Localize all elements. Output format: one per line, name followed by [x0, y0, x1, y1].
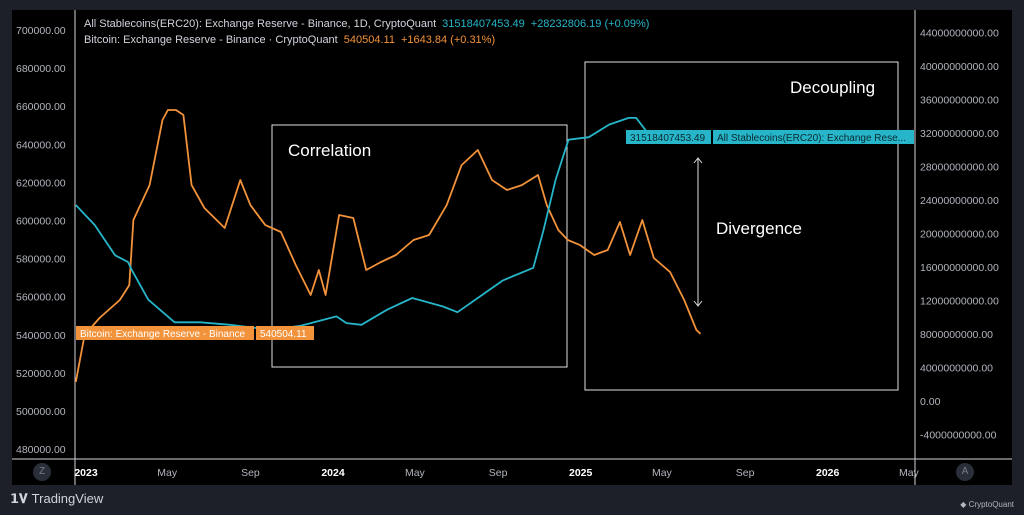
left-axis-tick: 560000.00 [16, 292, 66, 304]
time-axis-tick: May [899, 467, 920, 479]
time-axis-tick: May [405, 467, 426, 479]
chart-area[interactable] [12, 10, 1012, 485]
left-axis-tick: 680000.00 [16, 63, 66, 75]
left-axis-tick: 700000.00 [16, 25, 66, 37]
legend-bitcoin-change: +1643.84 (+0.31%) [400, 34, 496, 46]
time-axis-tick: Sep [241, 467, 260, 479]
left-axis-tick: 640000.00 [16, 139, 66, 151]
right-axis-tick: 24000000000.00 [920, 195, 999, 207]
right-axis-tick: 36000000000.00 [920, 95, 999, 107]
divergence-label: Divergence [716, 219, 802, 238]
right-axis-tick: 44000000000.00 [920, 28, 999, 40]
right-axis-tick: 4000000000.00 [920, 363, 993, 375]
stable-tag-label: All Stablecoins(ERC20): Exchange Rese... [717, 133, 906, 144]
legend-stablecoin-value: 31518407453.49 [442, 18, 525, 30]
cryptoquant-text: CryptoQuant [968, 500, 1014, 509]
left-axis-tick: 660000.00 [16, 101, 66, 113]
decoupling-label: Decoupling [790, 78, 875, 97]
time-axis-tick: 2025 [569, 467, 593, 479]
right-axis-tick: 16000000000.00 [920, 262, 999, 274]
stablecoin-reserve-line[interactable] [75, 117, 706, 331]
legend-bitcoin-value: 540504.11 [343, 34, 395, 46]
left-axis-tick: 620000.00 [16, 177, 66, 189]
btc-tag-value: 540504.11 [260, 329, 307, 340]
time-axis-tick: 2023 [74, 467, 98, 479]
tradingview-logo[interactable]: 𝟭𝐕 TradingView [10, 491, 103, 507]
time-axis-tick: 2024 [321, 467, 345, 479]
time-axis-tick: May [652, 467, 673, 479]
left-axis[interactable]: 700000.00 680000.00 660000.00 640000.00 6200… [16, 25, 66, 456]
left-axis-tick: 500000.00 [16, 406, 66, 418]
chart-legend: All Stablecoins(ERC20): Exchange Reserve… [84, 16, 655, 48]
time-axis-tick: May [157, 467, 178, 479]
right-axis-tick: 0.00 [920, 396, 941, 408]
legend-bitcoin-title: Bitcoin: Exchange Reserve - Binance · Cr… [84, 34, 338, 46]
right-axis-tick: 8000000000.00 [920, 329, 993, 341]
legend-stablecoin-title: All Stablecoins(ERC20): Exchange Reserve… [84, 18, 437, 30]
cryptoquant-icon: ◆ [960, 500, 969, 509]
zoom-reset-button[interactable]: Z [33, 463, 51, 481]
right-axis-tick: -4000000000.00 [920, 430, 997, 442]
left-axis-tick: 540000.00 [16, 330, 66, 342]
left-axis-tick: 580000.00 [16, 254, 66, 266]
tradingview-text: TradingView [31, 491, 104, 506]
time-axis-tick: Sep [489, 467, 508, 479]
stable-price-tag: 31518407453.49 All Stablecoins(ERC20): E… [626, 130, 914, 144]
legend-stablecoin-change: +28232806.19 (+0.09%) [530, 18, 650, 30]
right-axis[interactable]: 44000000000.00 40000000000.00 36000000000.… [920, 28, 999, 442]
correlation-label: Correlation [288, 141, 371, 160]
right-axis-tick: 28000000000.00 [920, 162, 999, 174]
legend-stablecoin[interactable]: All Stablecoins(ERC20): Exchange Reserve… [84, 16, 655, 32]
legend-bitcoin[interactable]: Bitcoin: Exchange Reserve - Binance · Cr… [84, 32, 655, 48]
decoupling-box[interactable] [584, 61, 899, 391]
time-axis-tick: 2026 [816, 467, 840, 479]
left-axis-tick: 480000.00 [16, 444, 66, 456]
tradingview-logo-icon: 𝟭𝐕 [10, 491, 28, 506]
cryptoquant-logo: ◆ CryptoQuant [960, 500, 1014, 509]
left-axis-tick: 520000.00 [16, 368, 66, 380]
left-axis-tick: 600000.00 [16, 216, 66, 228]
right-axis-tick: 12000000000.00 [920, 296, 999, 308]
divergence-arrow[interactable] [693, 157, 703, 307]
bitcoin-reserve-line[interactable] [74, 109, 702, 383]
stable-tag-value: 31518407453.49 [630, 133, 706, 144]
correlation-box[interactable] [271, 124, 568, 368]
time-axis-tick: Sep [736, 467, 755, 479]
right-axis-tick: 32000000000.00 [920, 128, 999, 140]
right-axis-tick: 20000000000.00 [920, 229, 999, 241]
btc-price-tag: Bitcoin: Exchange Reserve - Binance 5405… [76, 326, 314, 340]
auto-scale-button[interactable]: A [956, 463, 974, 481]
right-axis-tick: 40000000000.00 [920, 61, 999, 73]
btc-tag-label: Bitcoin: Exchange Reserve - Binance [80, 329, 246, 340]
time-axis[interactable]: 2023 May Sep 2024 May Sep 2025 May Sep 2026 May [74, 467, 919, 479]
